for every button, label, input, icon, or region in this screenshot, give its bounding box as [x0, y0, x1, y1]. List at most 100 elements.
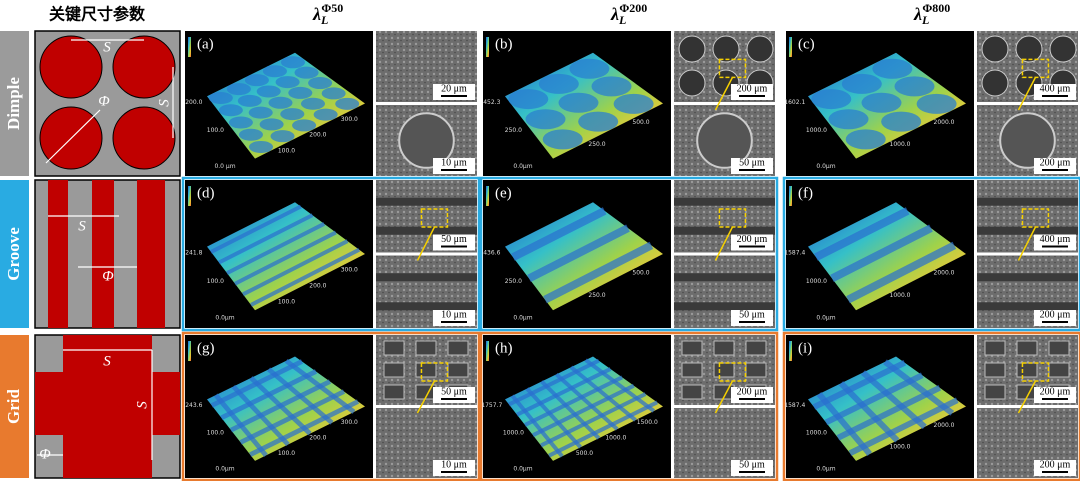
dimple-3d [591, 76, 632, 97]
dimple-3d [280, 56, 305, 69]
groove-ridge [48, 180, 68, 328]
axis-label: 0.0μm [513, 315, 532, 322]
axis-label: 1757.7 [481, 402, 502, 409]
dimple-3d [335, 97, 360, 110]
axis-label: 1000.0 [605, 434, 626, 441]
scale-bar-label: 50 μm [739, 309, 765, 320]
dimple-3d [558, 92, 599, 113]
ridge-3d [511, 207, 607, 261]
sem-feature [712, 35, 740, 63]
sem-feature [447, 362, 469, 378]
ridge-3d [532, 383, 635, 438]
panel-label: (i) [798, 340, 812, 356]
dimple-3d [308, 77, 333, 90]
scale-bar-label: 400 μm [1040, 83, 1071, 94]
axis-label: 0.0μm [816, 163, 835, 170]
sem-feature [681, 384, 703, 400]
dimple-3d [248, 106, 273, 119]
sem-feature [678, 69, 706, 97]
ridge-3d [210, 204, 302, 254]
sem-feature [1048, 340, 1070, 356]
scale-bar-label: 50 μm [739, 157, 765, 168]
axis-label: 100.0 [278, 147, 295, 154]
sem-feature [713, 362, 735, 378]
axis-label: 500.0 [576, 450, 593, 457]
axis-label: 0.0μm [816, 315, 835, 322]
sem-feature [977, 273, 1078, 282]
ridge-3d [516, 367, 612, 417]
panel-label: (g) [197, 340, 215, 356]
grid-cross [35, 335, 180, 478]
sem-feature [977, 302, 1078, 311]
schematic-label: S [156, 99, 172, 107]
dimple-3d [569, 58, 610, 79]
zoom-arrow [714, 226, 734, 261]
ridge-3d [584, 358, 656, 413]
ridge-3d [846, 241, 957, 304]
axis-label: 200.0 [309, 132, 326, 139]
ridge-3d [250, 247, 361, 307]
axis-label: 100.0 [207, 278, 224, 285]
scale-bar-label: 50 μm [739, 459, 765, 470]
sem-feature [415, 362, 437, 378]
ridge-3d [838, 381, 900, 443]
row-label-box [0, 335, 29, 478]
sem-feature [681, 362, 703, 378]
ridge-3d [249, 376, 312, 436]
dimple-3d [270, 130, 295, 143]
axis-label: 1000.0 [890, 444, 911, 451]
column-header: λLΦ800 [913, 1, 950, 27]
zoom-arrow [416, 380, 436, 414]
sem-feature [977, 197, 1078, 206]
subscript: L [921, 13, 929, 27]
dimple-3d [244, 74, 269, 87]
dimple-3d [845, 129, 886, 150]
sem-feature [674, 273, 775, 282]
axis-label: 100.0 [278, 450, 295, 457]
axis-label: 452.3 [483, 99, 500, 106]
colorbar [789, 186, 792, 206]
scale-bar-label: 200 μm [1040, 157, 1071, 168]
schematic-label: Φ [98, 93, 110, 109]
dimple-3d [811, 89, 852, 110]
axis-label: 200.0 [309, 283, 326, 290]
zoom-arrow [714, 77, 734, 111]
schematic-label: Φ [39, 446, 51, 462]
ridge-3d [218, 213, 314, 265]
sem-feature [745, 340, 767, 356]
axis-label: 250.0 [588, 292, 605, 299]
ridge-3d [812, 360, 907, 410]
subscript: L [320, 13, 328, 27]
ridge-3d [540, 392, 647, 448]
dimple-3d [268, 96, 293, 109]
sem-feature [1016, 362, 1038, 378]
row-label-box [0, 31, 29, 176]
colorbar [188, 186, 191, 206]
scale-bar-label: 200 μm [1040, 309, 1071, 320]
ridge-3d [848, 397, 959, 456]
column-header: λLΦ50 [312, 1, 343, 27]
dimple-3d [218, 104, 243, 117]
superscript: Φ800 [922, 1, 950, 15]
sem-feature [977, 226, 1078, 235]
sem-feature [383, 340, 405, 356]
ridge-3d [569, 365, 637, 422]
axis-label: 1587.4 [784, 402, 805, 409]
sem-feature [1016, 340, 1038, 356]
dimple-3d [237, 94, 262, 107]
scale-bar-label: 200 μm [1040, 459, 1071, 470]
row-label: Groove [4, 227, 23, 281]
schematic-label: Φ [102, 268, 114, 284]
dimple-3d [861, 92, 902, 113]
axis-label: 100.0 [207, 127, 224, 134]
sem-feature [984, 340, 1006, 356]
axis-label: 100.0 [207, 430, 224, 437]
ridge-3d [267, 367, 334, 425]
scale-bar-label: 50 μm [441, 234, 467, 245]
panel-border [479, 176, 779, 332]
column-header: λLΦ200 [610, 1, 647, 27]
ridge-3d [524, 375, 624, 427]
ridge-3d [543, 241, 654, 304]
dimple-3d [313, 108, 338, 121]
sem-feature [447, 340, 469, 356]
